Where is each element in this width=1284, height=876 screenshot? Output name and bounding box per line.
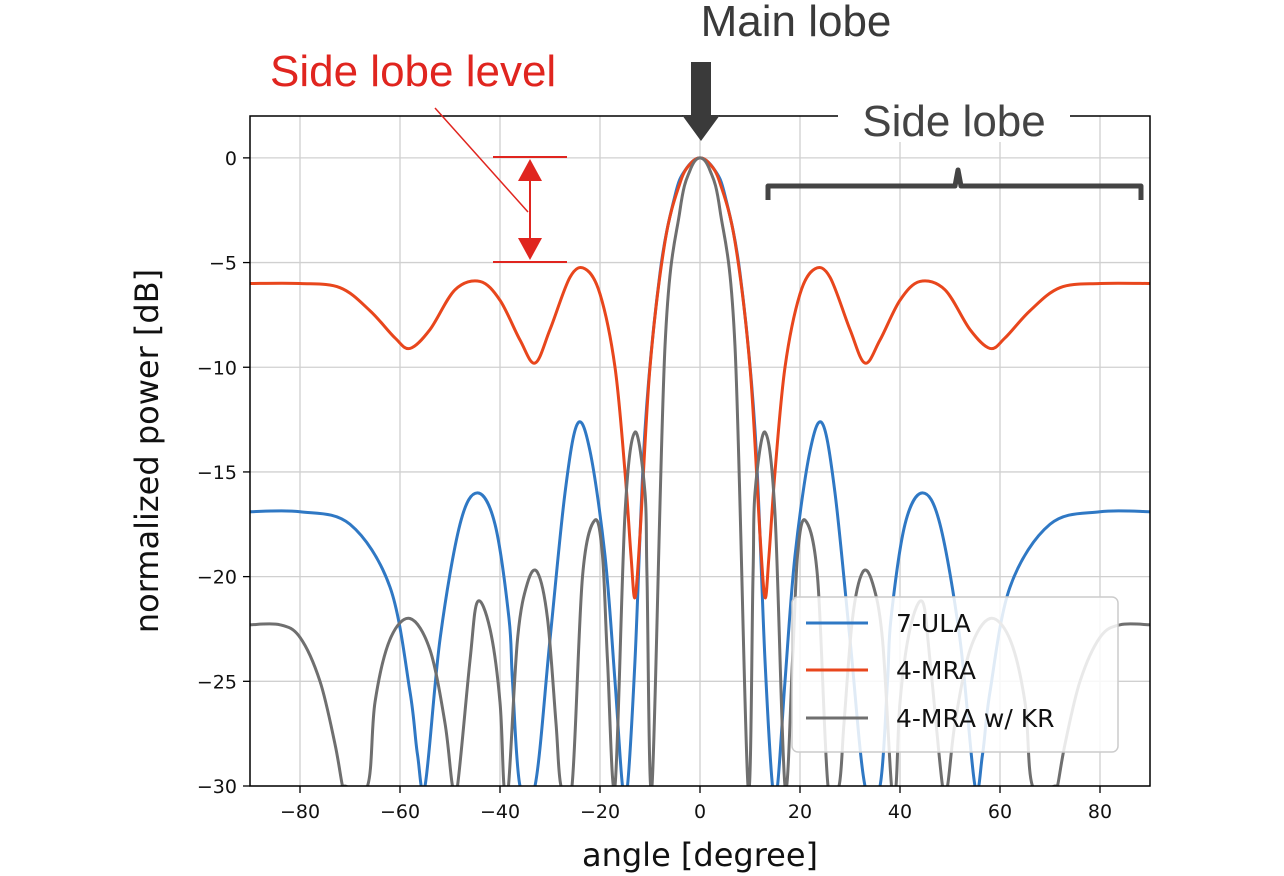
- y-tick-label: −5: [209, 253, 237, 275]
- grid: [250, 116, 1150, 787]
- side-lobe-level-annotation: Side lobe level: [270, 47, 556, 96]
- x-tick-label: −40: [480, 801, 520, 823]
- legend-label-7-ula: 7-ULA: [896, 609, 971, 638]
- y-tick-label: −15: [197, 462, 237, 484]
- y-tick-label: −10: [197, 357, 237, 379]
- side-lobe-level-leader-line: [434, 107, 529, 213]
- x-tick-label: −20: [580, 801, 620, 823]
- x-tick-label: 60: [988, 801, 1012, 823]
- ticks: −80 −60 −40 −20 0 20 40 60 80 0 −5 −10 −15 −20 −25 −30: [197, 148, 1112, 823]
- side-lobe-level-arrow-up-icon: [518, 159, 542, 181]
- side-lobe-level-arrow-down-icon: [518, 238, 542, 260]
- side-lobe-label-background: [838, 96, 1070, 142]
- x-tick-label: −80: [280, 801, 320, 823]
- x-tick-label: 20: [788, 801, 812, 823]
- x-tick-label: 40: [888, 801, 912, 823]
- main-lobe-arrow-icon: [682, 62, 720, 141]
- y-tick-label: −20: [197, 567, 237, 589]
- legend: 7-ULA 4-MRA 4-MRA w/ KR: [791, 596, 1119, 753]
- y-axis-label: normalized power [dB]: [128, 269, 166, 633]
- side-lobe-annotation: Side lobe: [862, 97, 1045, 146]
- y-tick-label: −30: [197, 776, 237, 798]
- x-tick-label: −60: [380, 801, 420, 823]
- x-tick-label: 80: [1088, 801, 1112, 823]
- x-axis-label: angle [degree]: [582, 836, 818, 874]
- legend-box: [791, 596, 1119, 753]
- main-lobe-annotation: Main lobe: [701, 0, 892, 46]
- legend-label-4-mra: 4-MRA: [896, 656, 976, 685]
- y-tick-label: 0: [225, 148, 237, 170]
- side-lobe-bracket: [765, 167, 1144, 200]
- y-tick-label: −25: [197, 671, 237, 693]
- x-tick-label: 0: [694, 801, 706, 823]
- legend-label-4-mra-kr: 4-MRA w/ KR: [896, 704, 1054, 733]
